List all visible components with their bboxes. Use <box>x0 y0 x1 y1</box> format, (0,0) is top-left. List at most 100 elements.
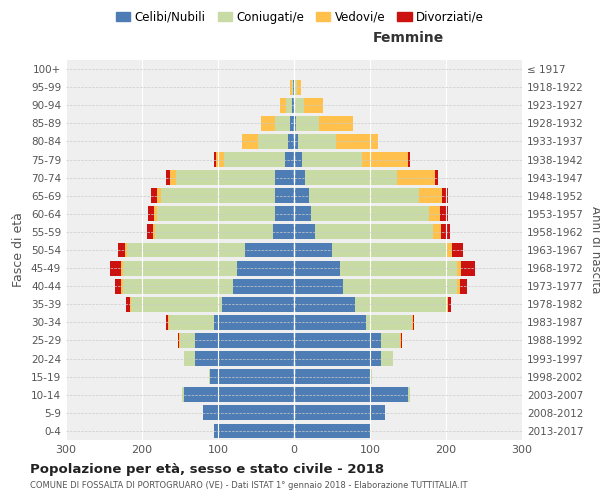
Bar <box>184 388 294 402</box>
Y-axis label: Anni di nascita: Anni di nascita <box>589 206 600 294</box>
Bar <box>295 80 297 94</box>
Bar <box>170 170 176 185</box>
Bar <box>178 333 179 348</box>
Legend: Celibi/Nubili, Coniugati/e, Vedovi/e, Divorziati/e: Celibi/Nubili, Coniugati/e, Vedovi/e, Di… <box>111 6 489 28</box>
Bar <box>294 188 309 203</box>
Bar <box>176 170 275 185</box>
Bar <box>413 315 414 330</box>
Bar <box>273 224 294 240</box>
Bar <box>315 224 433 240</box>
Bar <box>452 242 463 258</box>
Bar <box>294 134 298 149</box>
Bar <box>305 170 397 185</box>
Bar <box>155 224 273 240</box>
Bar <box>217 152 224 167</box>
Bar <box>211 369 294 384</box>
Bar <box>412 315 413 330</box>
Bar <box>319 116 353 131</box>
Bar <box>294 424 370 438</box>
Bar <box>294 406 385 420</box>
Bar <box>362 152 408 167</box>
Bar <box>214 424 294 438</box>
Bar <box>126 297 130 312</box>
Bar <box>157 188 161 203</box>
Bar <box>161 188 275 203</box>
Bar <box>343 279 457 293</box>
Bar <box>118 242 125 258</box>
Bar <box>460 279 467 293</box>
Bar <box>209 369 211 384</box>
Bar <box>195 333 294 348</box>
Bar <box>294 116 296 131</box>
Bar <box>157 206 275 221</box>
Bar <box>286 98 292 112</box>
Bar <box>366 315 412 330</box>
Bar <box>214 152 217 167</box>
Y-axis label: Fasce di età: Fasce di età <box>13 212 25 288</box>
Bar <box>127 242 245 258</box>
Bar <box>294 170 305 185</box>
Bar <box>400 333 401 348</box>
Bar <box>292 80 293 94</box>
Bar <box>262 116 275 131</box>
Bar <box>294 62 295 76</box>
Bar <box>340 260 457 276</box>
Bar <box>294 242 332 258</box>
Bar <box>275 206 294 221</box>
Bar <box>148 206 154 221</box>
Bar <box>292 98 294 112</box>
Bar <box>428 206 440 221</box>
Bar <box>245 242 294 258</box>
Bar <box>154 206 157 221</box>
Bar <box>440 206 448 221</box>
Bar <box>294 315 366 330</box>
Bar <box>110 260 121 276</box>
Bar <box>280 98 286 112</box>
Bar <box>288 134 294 149</box>
Bar <box>152 224 155 240</box>
Bar <box>130 297 131 312</box>
Bar <box>222 297 294 312</box>
Text: Popolazione per età, sesso e stato civile - 2018: Popolazione per età, sesso e stato civil… <box>30 462 384 475</box>
Bar <box>408 152 410 167</box>
Bar <box>298 134 336 149</box>
Bar <box>294 80 295 94</box>
Bar <box>446 297 448 312</box>
Bar <box>131 297 222 312</box>
Bar <box>151 188 157 203</box>
Bar <box>290 80 292 94</box>
Bar <box>294 351 382 366</box>
Bar <box>382 351 393 366</box>
Bar <box>434 170 439 185</box>
Bar <box>294 152 302 167</box>
Bar <box>401 333 402 348</box>
Bar <box>294 333 382 348</box>
Bar <box>311 206 428 221</box>
Bar <box>166 315 168 330</box>
Bar <box>433 224 440 240</box>
Bar <box>355 297 446 312</box>
Bar <box>336 134 377 149</box>
Bar <box>457 279 460 293</box>
Bar <box>275 188 294 203</box>
Bar <box>275 116 290 131</box>
Bar <box>203 406 294 420</box>
Bar <box>302 152 362 167</box>
Bar <box>448 297 451 312</box>
Bar <box>297 80 301 94</box>
Bar <box>169 315 214 330</box>
Bar <box>168 315 169 330</box>
Bar <box>304 98 323 112</box>
Bar <box>233 279 294 293</box>
Bar <box>294 388 408 402</box>
Bar <box>461 260 475 276</box>
Bar <box>257 134 288 149</box>
Bar <box>309 188 419 203</box>
Bar <box>293 80 294 94</box>
Bar <box>166 170 170 185</box>
Bar <box>242 134 257 149</box>
Bar <box>442 188 448 203</box>
Bar <box>294 260 340 276</box>
Bar <box>237 260 294 276</box>
Bar <box>224 152 285 167</box>
